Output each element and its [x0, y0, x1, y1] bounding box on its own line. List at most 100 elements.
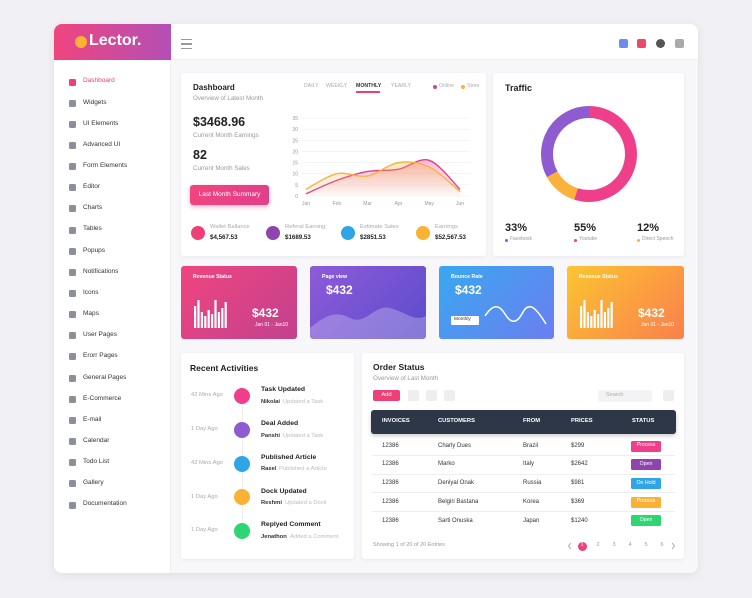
- table-cell: Korea: [523, 498, 540, 505]
- menu-item[interactable]: Documentation: [83, 500, 127, 508]
- menu-item[interactable]: Form Elements: [83, 162, 128, 170]
- activity-action: Updated a Dock: [285, 500, 327, 507]
- spark-bar: [583, 300, 586, 328]
- sales: 82: [193, 148, 207, 163]
- spark-bar: [197, 300, 200, 328]
- menu-item[interactable]: Maps: [83, 310, 99, 318]
- menu-item[interactable]: Editor: [83, 183, 100, 191]
- activity-icon: [234, 523, 250, 539]
- traffic-value: 33%: [505, 221, 528, 234]
- menu-item[interactable]: Advanced UI: [83, 140, 121, 148]
- search-box[interactable]: Search: [598, 390, 652, 402]
- status-badge: On Hold: [631, 477, 661, 489]
- menu-item[interactable]: E-mail: [83, 415, 102, 423]
- activity-title: Task Updated: [261, 386, 306, 394]
- menu-icon: [69, 290, 76, 297]
- card-title: Dashboard: [193, 82, 235, 92]
- table-header-cell: FROM: [523, 417, 541, 424]
- spark-bar: [217, 312, 220, 328]
- menu-item[interactable]: Erorr Pages: [83, 352, 118, 360]
- menu-item[interactable]: E-Commerce: [83, 394, 122, 402]
- menu-item[interactable]: Widgets: [83, 98, 107, 106]
- stat-card-title: Revenue Status: [193, 274, 232, 281]
- legend-label: Youtube: [579, 236, 598, 243]
- page-button[interactable]: 2: [596, 542, 600, 549]
- table-cell: 12386: [382, 498, 399, 505]
- header-icon[interactable]: [675, 39, 684, 48]
- menu-item[interactable]: General Pages: [83, 373, 127, 381]
- page-button[interactable]: 6: [660, 542, 664, 549]
- spark-bar: [580, 306, 583, 328]
- prev-arrow: [567, 542, 572, 550]
- table-header: [371, 410, 676, 434]
- add-button[interactable]: Add: [373, 390, 400, 401]
- activity-action: Updated a Task: [283, 432, 324, 439]
- header-icon[interactable]: [656, 39, 665, 48]
- menu-icon: [69, 353, 76, 361]
- page-button[interactable]: 1: [577, 541, 587, 551]
- stat-card-title: Bounce Rate: [451, 274, 483, 281]
- menu-icon: [69, 205, 76, 213]
- tab[interactable]: DAILY: [304, 83, 319, 90]
- tool-button[interactable]: [426, 390, 437, 401]
- spark-bar: [211, 314, 214, 328]
- stat-label: Estimate Sales: [360, 223, 399, 230]
- page-button[interactable]: 4: [628, 542, 632, 549]
- activity-icon: [234, 455, 250, 472]
- table-cell: Deniyal Onak: [438, 480, 475, 487]
- menu-item[interactable]: Icons: [83, 288, 99, 296]
- activity-action: Published a Article: [279, 466, 327, 473]
- spark-bar: [200, 312, 203, 328]
- stat-card-sub: Jan 01 - Jan10: [255, 322, 289, 329]
- page-button[interactable]: 3: [612, 542, 616, 549]
- legend-label: Online: [439, 83, 454, 90]
- next-arrow: [671, 542, 676, 550]
- menu-icon: [69, 99, 76, 107]
- select[interactable]: Monthly: [451, 316, 479, 325]
- menu-item[interactable]: Notifications: [83, 267, 119, 275]
- activity-title: Published Article: [261, 453, 317, 461]
- tab-underline: [356, 91, 380, 93]
- stat-icon: [341, 226, 355, 240]
- menu-item[interactable]: Popups: [83, 246, 106, 254]
- menu-item[interactable]: UI Elements: [83, 119, 119, 127]
- export-button[interactable]: [663, 390, 674, 401]
- spark-bar: [224, 302, 227, 328]
- menu-icon: [69, 120, 76, 128]
- logo-icon: [75, 36, 87, 48]
- menu-item[interactable]: Todo List: [83, 458, 110, 466]
- x-tick-label: Feb: [332, 201, 341, 207]
- menu-item[interactable]: Tables: [83, 225, 102, 233]
- spark-bar: [586, 312, 589, 328]
- header-icon[interactable]: [637, 39, 646, 48]
- tab[interactable]: YEARLY: [391, 83, 412, 90]
- tool-button[interactable]: [444, 390, 455, 401]
- hamburger-mid: [181, 43, 192, 45]
- row-divider: [372, 473, 675, 475]
- stat-value: $52,567.53: [435, 233, 466, 241]
- spark-bar: [194, 306, 197, 328]
- page-button[interactable]: 5: [644, 542, 648, 549]
- stat-card: [310, 266, 426, 339]
- activity-card: [181, 353, 354, 559]
- wave: [484, 305, 547, 325]
- table-header-cell: STATUS: [632, 417, 655, 424]
- menu-item[interactable]: Calendar: [83, 436, 110, 444]
- tab[interactable]: WEEKLY: [326, 83, 348, 90]
- menu-item[interactable]: Charts: [83, 204, 103, 212]
- summary-button[interactable]: Last Month Summary: [190, 185, 269, 205]
- tool-button[interactable]: [408, 390, 419, 401]
- line: [305, 161, 461, 193]
- menu-item[interactable]: Gallery: [83, 479, 104, 487]
- x-tick-label: Jun: [456, 201, 464, 207]
- activity-user: Panshi: [261, 432, 281, 439]
- tab[interactable]: MONTHLY: [356, 83, 382, 90]
- menu-item[interactable]: User Pages: [83, 331, 117, 339]
- menu-item[interactable]: Dashboard: [83, 77, 115, 85]
- header-icon[interactable]: [619, 39, 628, 48]
- menu-icon: [69, 141, 76, 149]
